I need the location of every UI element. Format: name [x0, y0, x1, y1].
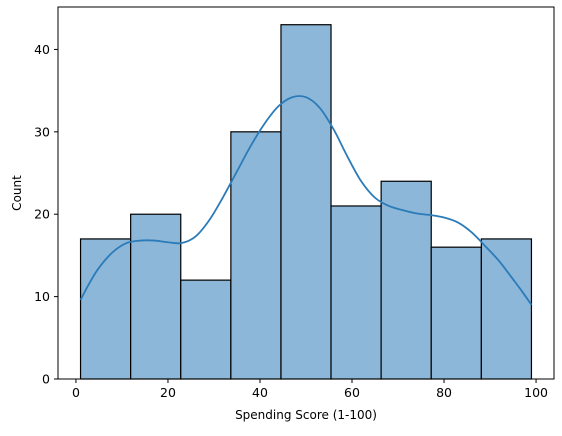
y-axis-label: Count — [10, 175, 24, 211]
histogram-bar-6 — [330, 205, 382, 380]
y-tick-label: 20 — [34, 207, 50, 222]
histogram-bar-3 — [180, 279, 232, 380]
x-tick-label: 40 — [252, 385, 268, 400]
bars-layer — [79, 24, 533, 380]
histogram-bar-1 — [79, 238, 132, 380]
x-tick-label: 100 — [524, 385, 548, 400]
histogram-bar-2 — [130, 213, 182, 380]
y-tick-label: 30 — [34, 124, 50, 139]
histogram-bar-9 — [480, 238, 533, 380]
histogram-bar-8 — [430, 246, 482, 380]
x-axis-label: Spending Score (1-100) — [235, 408, 377, 422]
x-tick-label: 60 — [344, 385, 360, 400]
histogram-bar-5 — [280, 24, 332, 380]
kde-layer — [79, 95, 533, 306]
x-tick-label: 80 — [436, 385, 452, 400]
y-tick-label: 40 — [34, 42, 50, 57]
y-tick-label: 0 — [42, 372, 50, 387]
axes-layer: 0 20 40 60 80 100 0 10 20 30 40 — [34, 6, 555, 400]
y-tick-label: 10 — [34, 289, 50, 304]
plot-frame — [57, 6, 555, 380]
x-tick-label: 0 — [72, 385, 80, 400]
kde-curve — [79, 95, 533, 306]
x-tick-label: 20 — [160, 385, 176, 400]
